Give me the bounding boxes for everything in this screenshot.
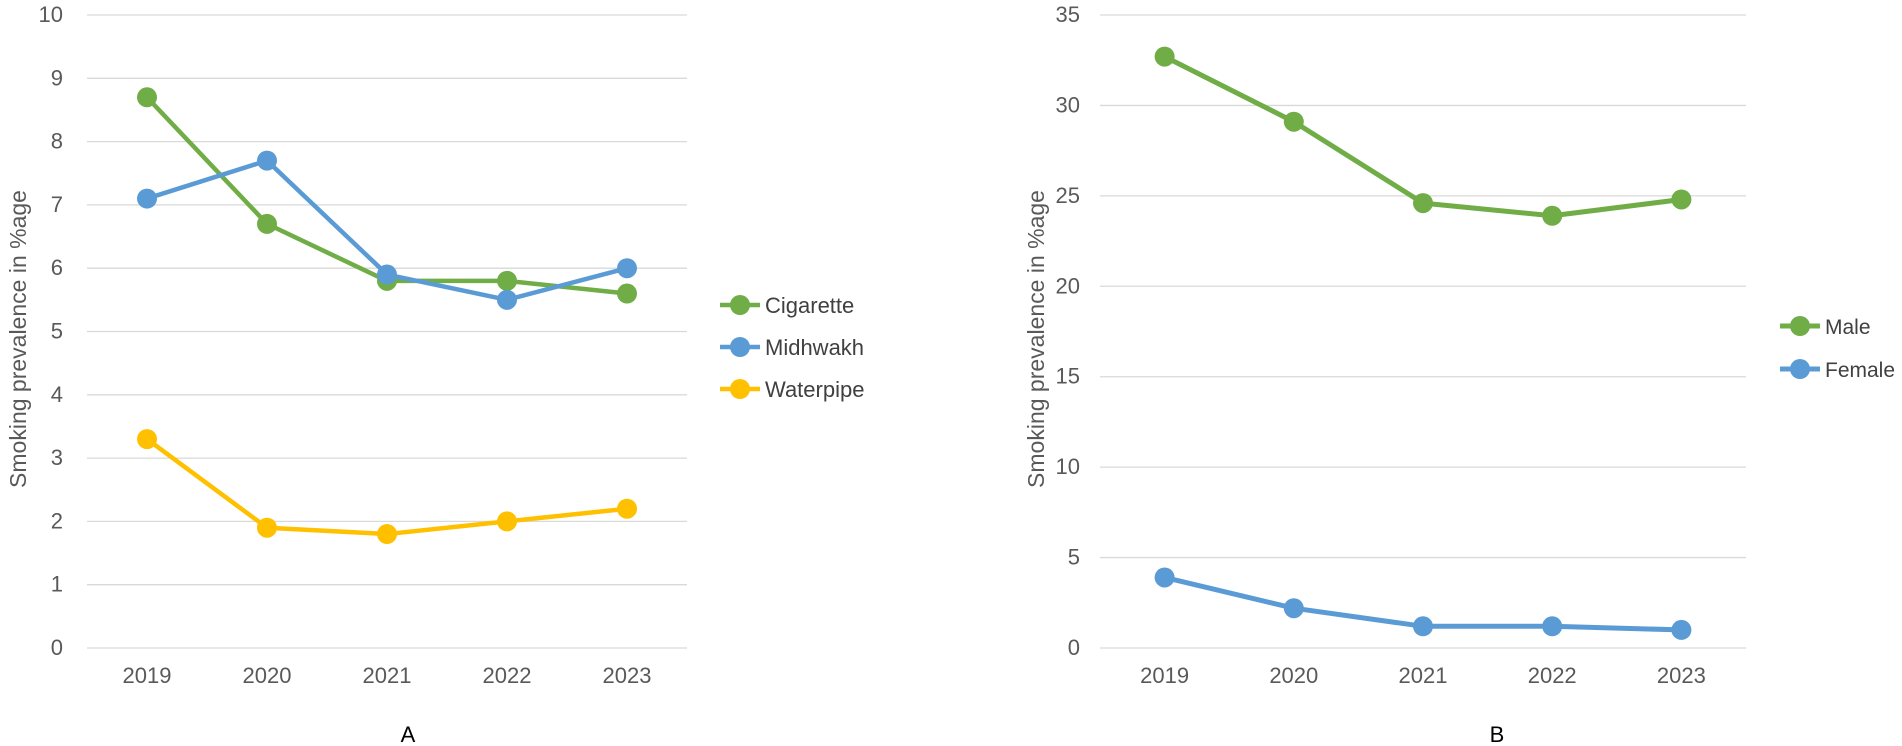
y-tick-label: 5 (1068, 545, 1080, 570)
data-point (497, 511, 517, 532)
data-point (137, 188, 157, 209)
data-point (377, 524, 397, 545)
y-tick-label: 0 (1068, 635, 1080, 660)
legend-marker (730, 379, 750, 399)
x-tick-label: 2020 (243, 663, 292, 688)
y-tick-label: 8 (51, 129, 63, 154)
series-line (145, 437, 628, 537)
data-point (1542, 616, 1563, 637)
data-point (1671, 189, 1692, 210)
legend-marker (1790, 359, 1810, 379)
y-tick-label: 25 (1056, 183, 1080, 208)
y-tick-label: 10 (39, 2, 63, 27)
y-tick-label: 0 (51, 635, 63, 660)
data-point (1154, 567, 1175, 588)
data-point (617, 283, 637, 304)
y-tick-label: 15 (1056, 364, 1080, 389)
legend-item-female: Female (1780, 359, 1895, 382)
panel-label: B (1490, 722, 1505, 746)
y-tick-label: 6 (51, 255, 63, 280)
y-axis-title: Smoking prevalence in %age (5, 190, 31, 488)
series-line (1163, 54, 1682, 219)
legend-label: Midhwakh (765, 335, 864, 360)
legend-marker (1790, 316, 1810, 336)
y-tick-label: 5 (51, 319, 63, 344)
y-tick-label: 30 (1056, 92, 1080, 117)
legend-item-cigarette: Cigarette (720, 293, 854, 318)
y-tick-label: 7 (51, 192, 63, 217)
legend-item-male: Male (1780, 316, 1871, 339)
x-tick-label: 2022 (483, 663, 532, 688)
data-point (1283, 111, 1304, 132)
legend-label: Female (1825, 359, 1895, 382)
y-tick-label: 1 (51, 572, 63, 597)
data-point (617, 258, 637, 279)
x-tick-label: 2021 (1399, 663, 1448, 688)
legend-marker (730, 295, 750, 315)
x-tick-label: 2023 (1657, 663, 1706, 688)
y-tick-label: 4 (51, 382, 63, 407)
series-waterpipe (137, 429, 637, 545)
chart-panel-b: 0 5 10 15 20 25 30 35 2019 2020 2021 2022 2023 Smokin… (1023, 2, 1895, 746)
y-tick-label: 20 (1056, 273, 1080, 298)
series-line (145, 95, 628, 296)
series-midhwakh (137, 150, 637, 310)
data-point (257, 213, 277, 234)
data-point (137, 87, 157, 108)
data-point (497, 270, 517, 291)
legend-item-waterpipe: Waterpipe (720, 377, 864, 402)
data-point (1283, 598, 1304, 619)
y-axis-title: Smoking prevalence in %age (1023, 190, 1049, 488)
data-point (137, 429, 157, 450)
data-point (1413, 616, 1433, 637)
legend-marker (730, 337, 750, 357)
y-tick-label: 2 (51, 508, 63, 533)
legend-item-midhwakh: Midhwakh (720, 335, 864, 360)
data-point (1542, 205, 1563, 226)
legend-label: Cigarette (765, 293, 854, 318)
x-tick-label: 2021 (363, 663, 412, 688)
chart-panel-a: 0 1 2 3 4 5 6 7 8 9 10 2019 2020 2021 2022 2023 Smoking … (5, 2, 864, 746)
x-tick-label: 2019 (1140, 663, 1189, 688)
x-tick-label: 2020 (1269, 663, 1318, 688)
data-point (497, 289, 517, 310)
x-tick-label: 2022 (1528, 663, 1577, 688)
y-tick-label: 35 (1056, 2, 1080, 27)
data-point (1154, 46, 1175, 67)
y-tick-label: 10 (1056, 454, 1080, 479)
series-female (1154, 567, 1692, 640)
data-point (1671, 619, 1692, 640)
data-point (377, 264, 397, 285)
y-tick-label: 9 (51, 65, 63, 90)
legend-label: Male (1825, 316, 1871, 339)
data-point (257, 150, 277, 171)
legend-label: Waterpipe (765, 377, 864, 402)
x-tick-label: 2019 (123, 663, 172, 688)
panel-label: A (401, 722, 416, 746)
series-male (1154, 46, 1692, 226)
y-tick-label: 3 (51, 445, 63, 470)
data-point (1413, 193, 1433, 214)
data-point (257, 517, 277, 538)
x-tick-label: 2023 (603, 663, 652, 688)
data-point (617, 498, 637, 519)
